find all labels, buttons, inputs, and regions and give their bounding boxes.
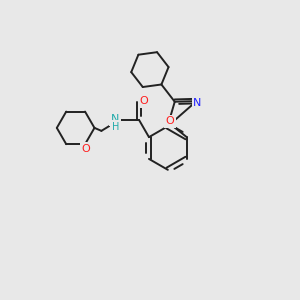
Text: N: N bbox=[111, 114, 119, 124]
Text: N: N bbox=[193, 98, 202, 108]
Text: O: O bbox=[166, 116, 175, 126]
Text: O: O bbox=[140, 96, 148, 106]
Text: O: O bbox=[82, 144, 90, 154]
Text: H: H bbox=[112, 122, 119, 132]
